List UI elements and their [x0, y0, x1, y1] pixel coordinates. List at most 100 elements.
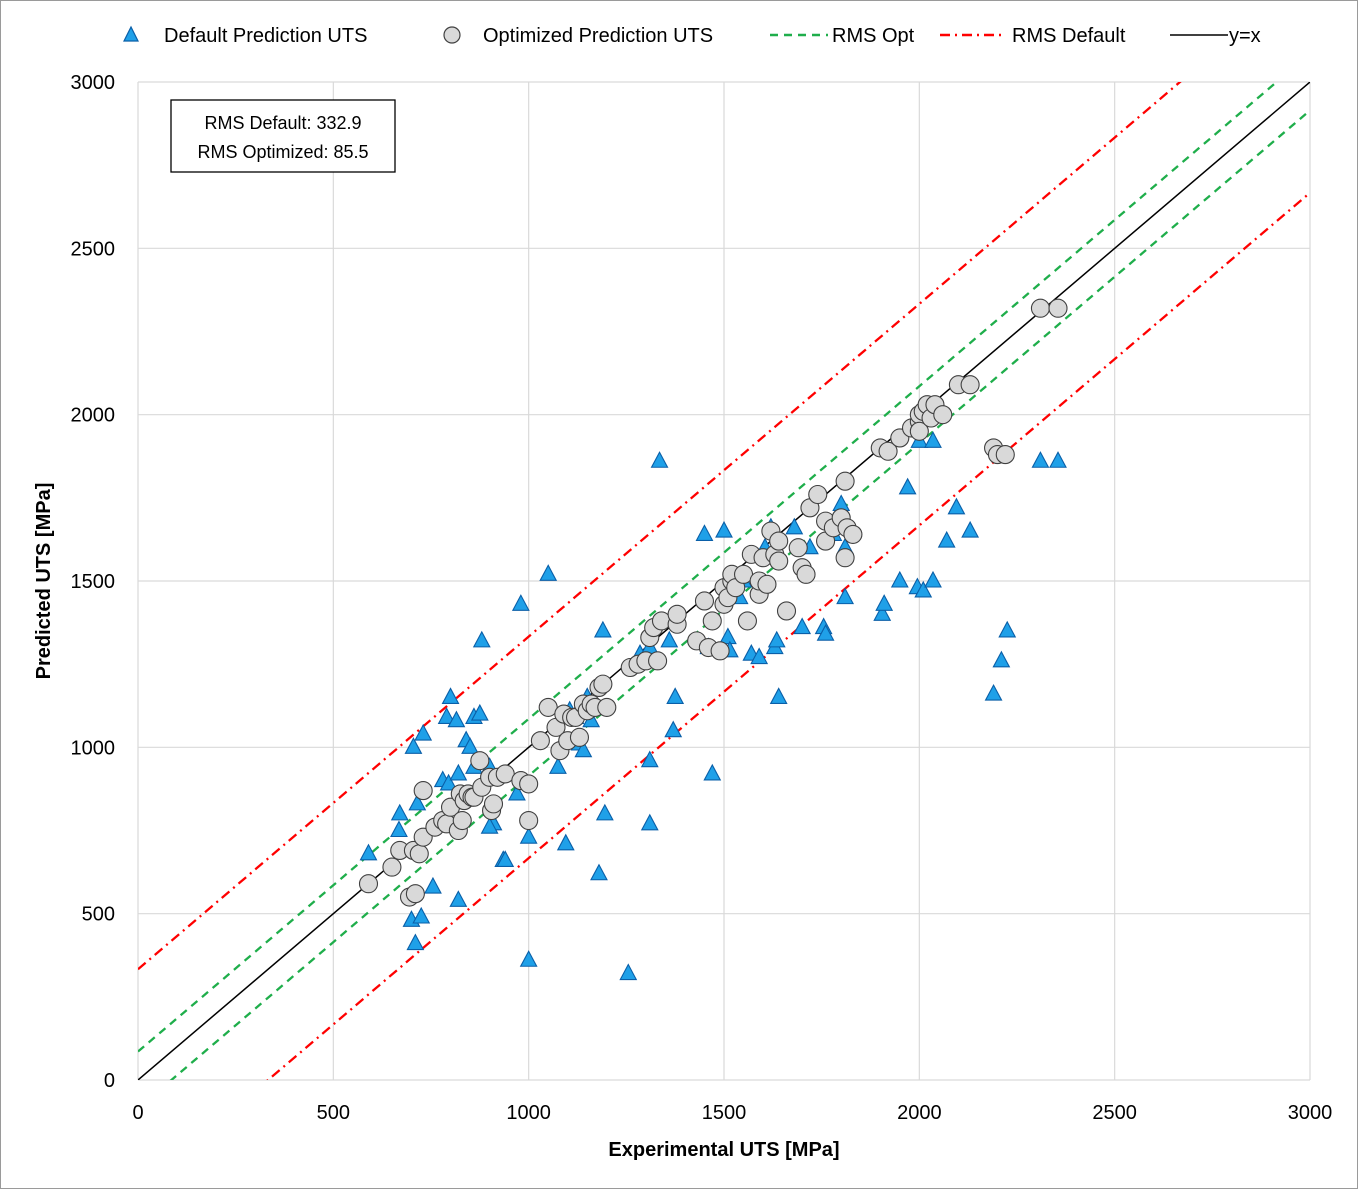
- default-prediction-point: [412, 906, 431, 924]
- default-prediction-point: [992, 650, 1011, 668]
- default-prediction-point: [666, 687, 685, 704]
- optimized-prediction-point: [648, 651, 668, 671]
- legend-triangle-marker: [123, 25, 139, 42]
- rms-opt-lower-line: [169, 109, 1310, 1080]
- optimized-prediction-point: [909, 421, 929, 441]
- default-prediction-point: [574, 740, 593, 758]
- default-prediction-point: [449, 763, 468, 781]
- default-prediction-point: [461, 737, 479, 754]
- optimized-prediction-point: [843, 524, 863, 544]
- optimized-prediction-point: [835, 471, 855, 491]
- legend-circle-marker: [443, 26, 461, 44]
- optimized-prediction-point: [710, 641, 730, 661]
- default-prediction-point: [449, 890, 468, 907]
- default-prediction-point: [873, 604, 892, 621]
- default-prediction-point: [703, 763, 722, 781]
- default-prediction-point: [984, 683, 1003, 701]
- y-tick-label: 2000: [71, 405, 116, 427]
- default-prediction-point: [472, 630, 491, 648]
- default-prediction-point: [404, 737, 423, 754]
- optimized-prediction-point: [835, 548, 855, 568]
- default-prediction-point: [769, 687, 788, 704]
- default-prediction-point: [718, 627, 737, 645]
- x-tick-label: 500: [317, 1102, 350, 1124]
- optimized-prediction-point: [878, 441, 898, 461]
- default-prediction-point: [664, 720, 683, 738]
- optimized-prediction-point: [519, 810, 539, 831]
- default-prediction-point: [441, 687, 460, 704]
- legend-item-rms-default: RMS Default: [940, 25, 1126, 47]
- legend-label-optimized: Optimized Prediction UTS: [483, 25, 713, 47]
- x-tick-label: 1500: [702, 1102, 747, 1124]
- optimized-prediction-point: [694, 591, 715, 611]
- default-prediction-point: [660, 630, 679, 648]
- optimized-prediction-point: [769, 551, 789, 571]
- default-prediction-point: [898, 477, 917, 495]
- default-prediction-point: [593, 620, 612, 638]
- optimized-prediction-point: [737, 611, 757, 631]
- default-prediction-point: [998, 620, 1017, 638]
- default-prediction-point: [1049, 451, 1067, 468]
- y-axis-title: Predicted UTS [MPa]: [33, 483, 55, 680]
- legend-label-default: Default Prediction UTS: [164, 25, 367, 47]
- legend-label-identity: y=x: [1229, 25, 1261, 47]
- rms-default-upper-line: [138, 82, 1182, 971]
- default-prediction-point: [924, 570, 942, 588]
- default-prediction-point: [406, 933, 425, 951]
- optimized-prediction-point: [382, 857, 402, 877]
- rms-opt-upper-line: [138, 82, 1279, 1053]
- default-prediction-point: [767, 630, 786, 648]
- default-prediction-point: [447, 710, 466, 728]
- default-prediction-point: [539, 564, 558, 581]
- rms-default-lower-line: [266, 191, 1310, 1080]
- default-prediction-point: [961, 520, 980, 538]
- default-prediction-point: [437, 707, 456, 724]
- optimized-prediction-point: [808, 484, 828, 505]
- default-prediction-point: [439, 773, 458, 791]
- optimized-prediction-point: [1030, 298, 1050, 318]
- optimized-prediction-point: [667, 604, 687, 624]
- optimized-prediction-point: [569, 727, 590, 747]
- default-prediction-point: [832, 494, 851, 512]
- optimized-prediction-point: [960, 375, 980, 395]
- default-prediction-point: [914, 580, 933, 598]
- default-prediction-point: [414, 723, 433, 741]
- legend-item-default: Default Prediction UTS: [123, 25, 367, 47]
- default-prediction-point: [496, 850, 515, 867]
- optimized-prediction-point: [358, 874, 379, 894]
- default-prediction-point: [695, 524, 714, 541]
- optimized-prediction-point: [519, 774, 539, 794]
- y-tick-label: 500: [82, 904, 115, 926]
- default-prediction-point: [640, 813, 659, 831]
- default-prediction-point: [715, 520, 733, 538]
- optimized-prediction-point: [776, 601, 797, 621]
- legend: Default Prediction UTS Optimized Predict…: [123, 25, 1261, 47]
- default-prediction-point: [359, 843, 378, 861]
- default-prediction-point: [875, 594, 894, 611]
- default-prediction-point: [511, 594, 530, 611]
- y-tick-label: 1500: [71, 571, 116, 593]
- default-prediction-point: [890, 570, 909, 588]
- legend-item-rms-opt: RMS Opt: [770, 25, 915, 47]
- optimized-prediction-point: [483, 794, 504, 814]
- default-prediction-point: [619, 963, 638, 981]
- default-prediction-point: [1031, 451, 1050, 468]
- y-tick-label: 3000: [71, 72, 116, 94]
- default-prediction-point: [793, 617, 812, 635]
- default-prediction-point: [924, 431, 942, 448]
- optimized-prediction-point: [409, 844, 429, 864]
- legend-label-rms-opt: RMS Opt: [832, 25, 915, 47]
- default-prediction-point: [640, 750, 659, 768]
- series-default-prediction: [359, 431, 1067, 981]
- tick-labels: 0 500 1000 1500 2000 2500 3000 0 500 1000 1500 2000…: [71, 72, 1333, 1124]
- default-prediction-point: [750, 647, 769, 665]
- default-prediction-point: [590, 863, 608, 881]
- annotation-rms-default: RMS Default: 332.9: [204, 113, 361, 133]
- default-prediction-point: [390, 803, 409, 821]
- legend-item-identity: y=x: [1170, 25, 1261, 47]
- optimized-prediction-point: [597, 697, 617, 717]
- x-tick-label: 3000: [1288, 1102, 1333, 1124]
- default-prediction-point: [836, 587, 855, 605]
